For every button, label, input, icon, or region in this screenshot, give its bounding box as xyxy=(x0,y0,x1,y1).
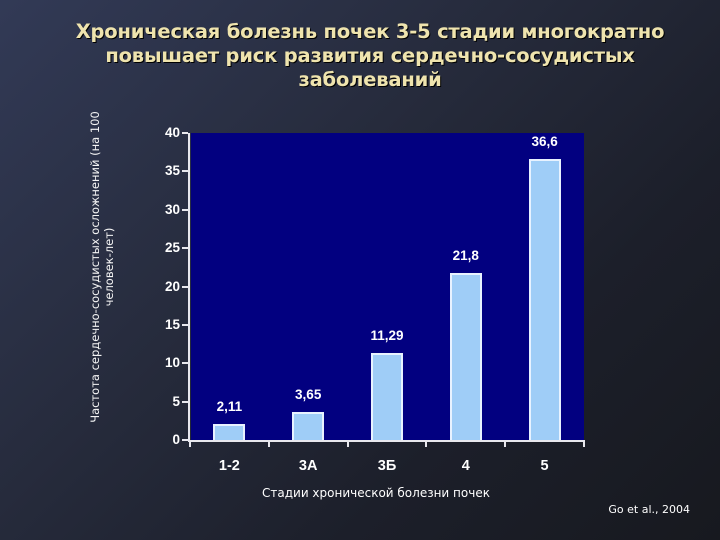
x-axis-label: Стадии хронической болезни почек xyxy=(262,486,490,500)
x-category-label: 5 xyxy=(540,458,549,474)
y-tick-mark xyxy=(182,208,188,211)
x-tick-mark xyxy=(504,442,507,447)
bar-value-label: 36,6 xyxy=(531,134,558,150)
y-axis-label: Частота сердечно-сосудистых осложнений (… xyxy=(88,111,116,423)
y-tick-mark xyxy=(182,439,188,441)
bar-value-label: 11,29 xyxy=(370,328,404,344)
x-tick-mark xyxy=(189,442,191,447)
y-axis-line xyxy=(188,133,190,442)
x-axis-line xyxy=(188,440,585,442)
bar-1-2 xyxy=(213,423,246,440)
x-category-label: 1-2 xyxy=(218,458,240,474)
y-tick-label: 25 xyxy=(164,240,180,256)
x-tick-mark xyxy=(425,442,428,447)
y-tick-label: 5 xyxy=(172,393,180,409)
bar-4 xyxy=(449,272,482,440)
bar-value-label: 2,11 xyxy=(216,398,243,414)
y-tick-label: 30 xyxy=(164,201,180,217)
y-tick-label: 35 xyxy=(164,163,180,179)
bar-value-label: 21,8 xyxy=(452,247,479,263)
y-tick-label: 0 xyxy=(172,432,180,447)
bar-3А xyxy=(292,411,325,440)
source-citation: Go et al., 2004 xyxy=(608,503,690,516)
y-tick-mark xyxy=(182,247,188,250)
x-tick-mark xyxy=(583,442,585,447)
x-category-label: 4 xyxy=(461,458,470,474)
x-category-label: 3Б xyxy=(377,458,397,474)
y-tick-mark xyxy=(182,285,188,288)
x-tick-mark xyxy=(346,442,349,447)
bar-5 xyxy=(528,159,561,440)
slide-title: Хроническая болезнь почек 3-5 стадии мно… xyxy=(75,20,665,91)
y-tick-mark xyxy=(182,170,188,173)
y-tick-mark xyxy=(182,400,188,403)
y-tick-label: 15 xyxy=(164,316,180,332)
y-tick-mark xyxy=(182,132,188,134)
bar-3Б xyxy=(371,353,403,440)
x-category-label: 3А xyxy=(298,458,318,474)
y-tick-mark xyxy=(182,323,188,326)
y-tick-label: 40 xyxy=(164,125,180,140)
bar-value-label: 3,65 xyxy=(295,386,322,402)
x-tick-mark xyxy=(267,442,270,447)
y-tick-mark xyxy=(182,362,188,365)
y-tick-label: 20 xyxy=(164,278,180,294)
y-tick-label: 10 xyxy=(164,355,180,371)
